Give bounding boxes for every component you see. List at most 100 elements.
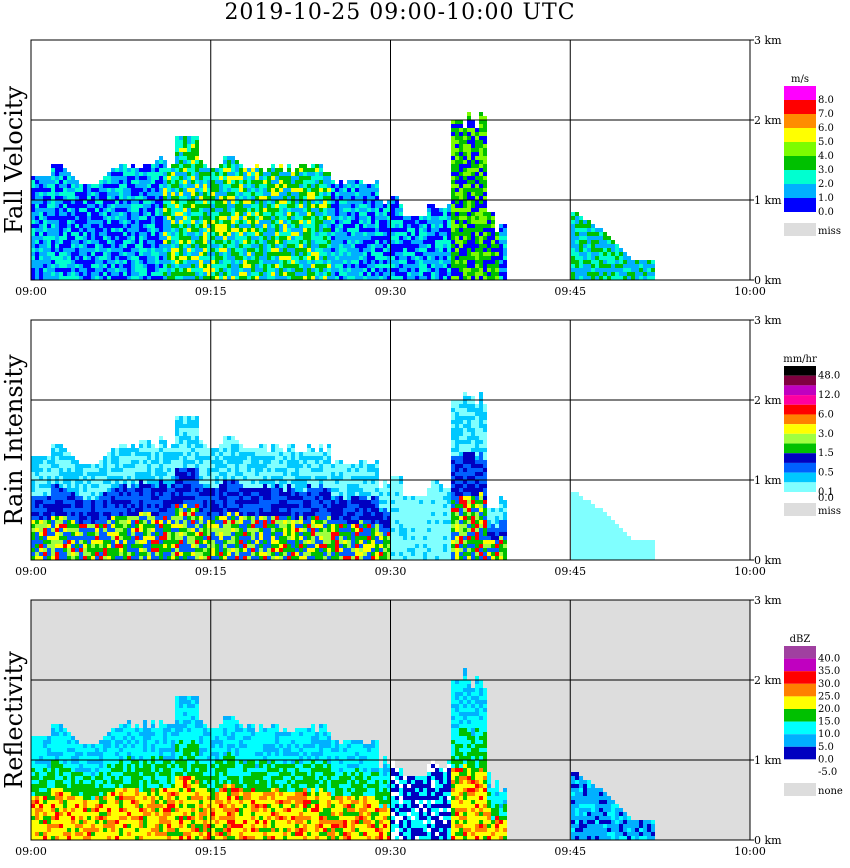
data-cell [343,256,347,260]
data-cell [347,188,351,192]
data-cell [47,484,51,488]
data-cell [255,204,259,208]
data-cell [47,260,51,264]
data-cell [487,216,491,220]
data-cell [215,168,219,172]
data-cell [327,252,331,256]
data-cell [295,220,299,224]
data-cell [51,268,55,272]
data-cell [267,272,271,276]
data-cell [287,184,291,188]
data-cell [403,228,407,232]
data-cell [343,252,347,256]
data-cell [651,268,655,272]
data-cell [223,508,227,512]
data-cell [31,260,35,264]
data-cell [171,188,175,192]
data-cell [187,200,191,204]
data-cell [47,232,51,236]
data-cell [219,556,223,560]
data-cell [63,216,67,220]
data-cell [59,240,63,244]
data-cell [243,188,247,192]
data-cell [339,228,343,232]
data-cell [111,516,115,520]
data-cell [227,444,231,448]
data-cell [83,552,87,556]
data-cell [155,168,159,172]
data-cell [83,200,87,204]
data-cell [287,200,291,204]
y-tick-label: 0 km [754,274,782,287]
data-cell [179,212,183,216]
data-cell [199,512,203,516]
data-cell [355,252,359,256]
data-cell [123,240,127,244]
data-cell [79,216,83,220]
data-cell [211,252,215,256]
data-cell [135,540,139,544]
data-cell [231,268,235,272]
data-cell [359,200,363,204]
data-cell [207,240,211,244]
data-cell [95,204,99,208]
data-cell [227,500,231,504]
data-cell [403,256,407,260]
data-cell [107,188,111,192]
data-cell [211,500,215,504]
data-cell [471,156,475,160]
data-cell [183,160,187,164]
data-cell [443,228,447,232]
data-cell [39,480,43,484]
data-cell [155,268,159,272]
data-cell [51,496,55,500]
data-cell [207,220,211,224]
data-cell [355,244,359,248]
data-cell [203,212,207,216]
data-cell [231,464,235,468]
data-cell [347,212,351,216]
data-cell [379,248,383,252]
data-cell [431,224,435,228]
data-cell [327,212,331,216]
data-cell [207,532,211,536]
data-cell [223,456,227,460]
data-cell [79,200,83,204]
data-cell [79,484,83,488]
data-cell [179,260,183,264]
data-cell [395,276,399,280]
data-cell [51,264,55,268]
data-cell [175,172,179,176]
data-cell [195,428,199,432]
data-cell [135,200,139,204]
data-cell [651,260,655,264]
data-cell [335,192,339,196]
data-cell [639,276,643,280]
data-cell [275,248,279,252]
data-cell [183,256,187,260]
data-cell [231,272,235,276]
data-cell [111,492,115,496]
data-cell [231,516,235,520]
data-cell [447,256,451,260]
data-cell [147,472,151,476]
data-cell [583,236,587,240]
data-cell [35,192,39,196]
data-cell [187,272,191,276]
data-cell [355,264,359,268]
data-cell [179,424,183,428]
data-cell [595,236,599,240]
data-cell [347,232,351,236]
data-cell [55,248,59,252]
data-cell [75,476,79,480]
data-cell [215,496,219,500]
colorbar-label: 6.0 [818,123,834,134]
data-cell [63,256,67,260]
data-cell [183,168,187,172]
data-cell [63,456,67,460]
data-cell [587,224,591,228]
data-cell [123,508,127,512]
data-cell [611,240,615,244]
data-cell [47,228,51,232]
data-cell [199,240,203,244]
